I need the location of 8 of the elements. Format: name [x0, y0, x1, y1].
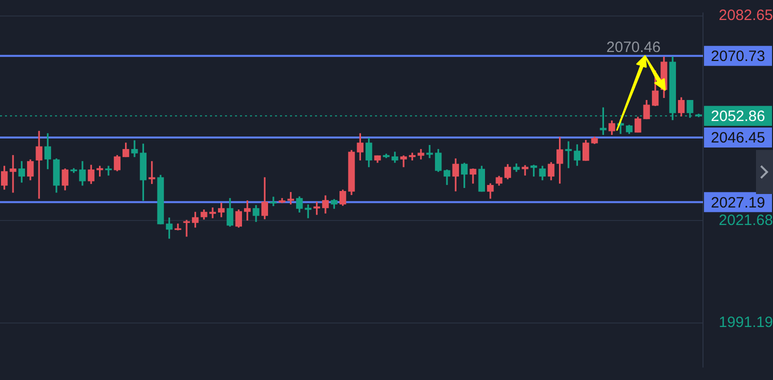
y-tick-label: 1991.19 [718, 314, 773, 332]
ref-line-label: 2070.73 [710, 48, 766, 66]
y-tick-label: 2082.65 [718, 6, 773, 24]
ref-line-label: 2027.19 [710, 194, 766, 212]
annotation: 2070.46 [606, 38, 661, 56]
y-tick-label: 2021.68 [718, 212, 773, 229]
ref-line-label: 2046.45 [710, 130, 766, 147]
ref-line-label: 2052.86 [710, 108, 766, 126]
